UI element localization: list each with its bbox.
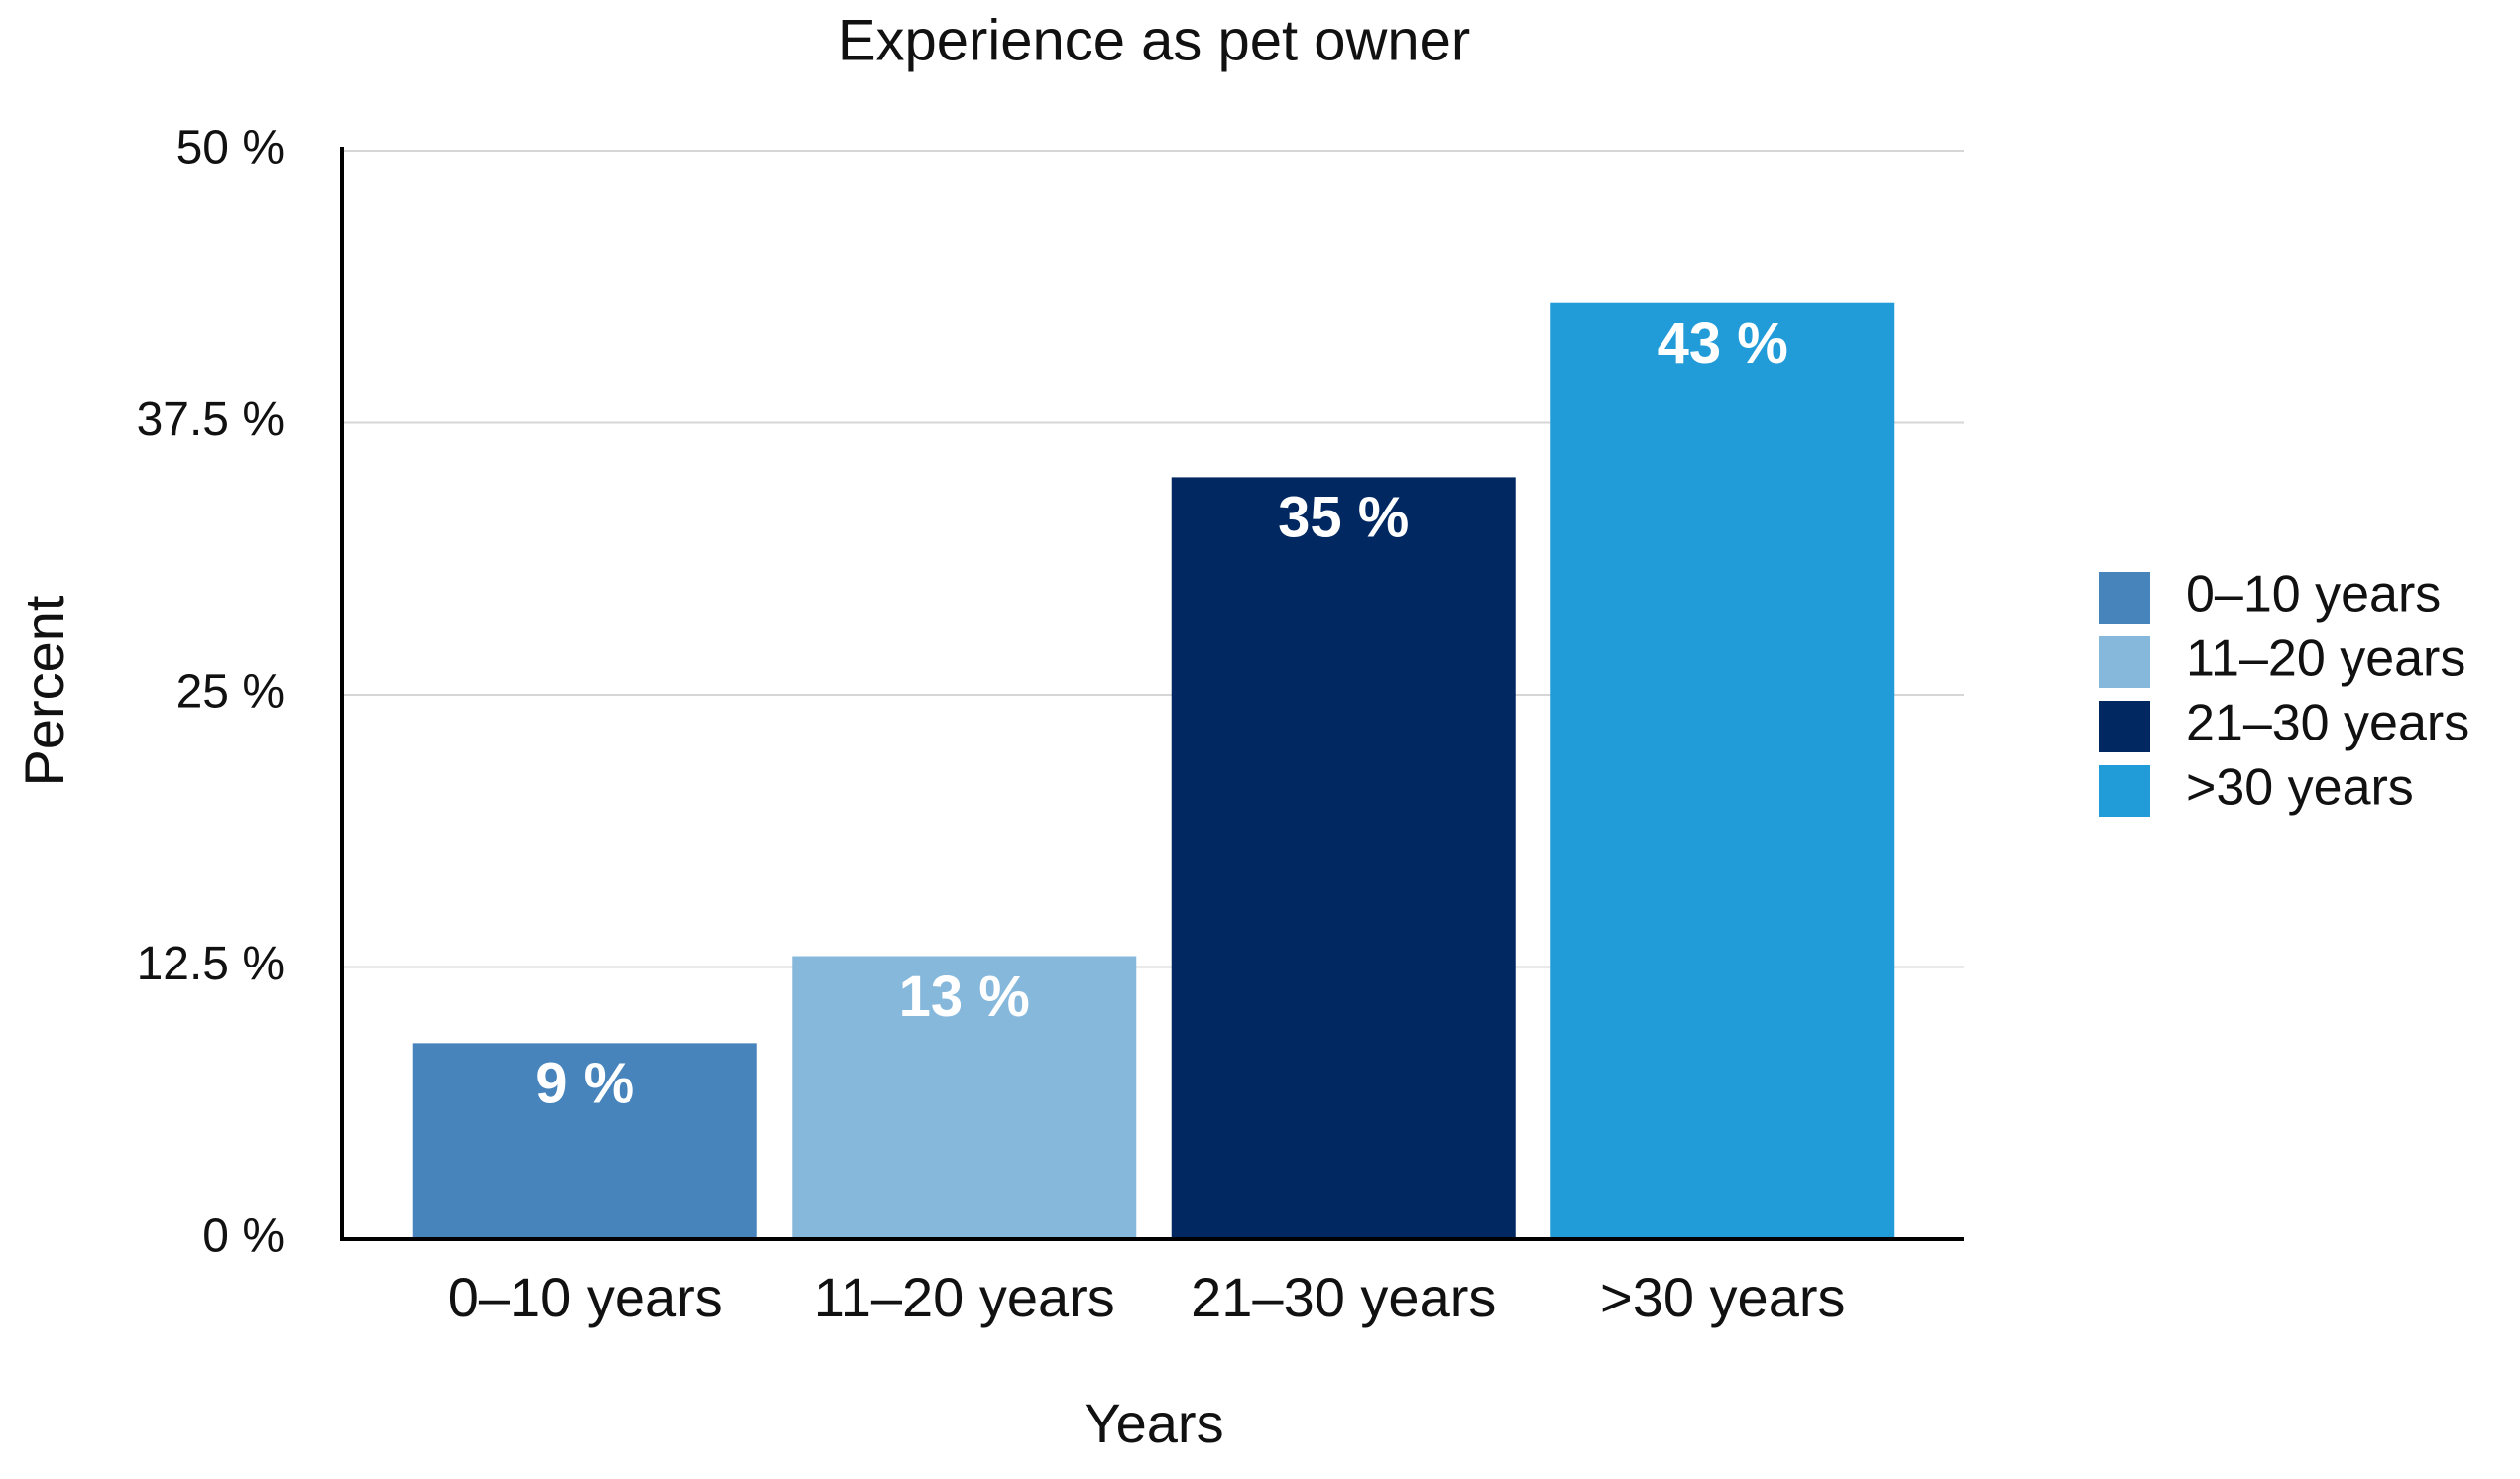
chart-title: Experience as pet owner: [838, 8, 1470, 72]
y-tick-label: 12.5 %: [137, 938, 285, 990]
legend-label: 21–30 years: [2186, 695, 2469, 752]
y-tick-label: 50 %: [176, 122, 285, 174]
legend-swatch: [2099, 701, 2150, 752]
x-tick-label: >30 years: [1600, 1266, 1846, 1328]
legend-label: >30 years: [2186, 759, 2414, 817]
legend-label: 11–20 years: [2186, 630, 2465, 688]
bar: [412, 1043, 757, 1239]
y-tick-label: 0 %: [202, 1210, 285, 1263]
x-tick-label: 21–30 years: [1191, 1266, 1496, 1328]
bar: [792, 956, 1137, 1239]
y-tick-label: 37.5 %: [137, 394, 285, 446]
bar: [1550, 302, 1895, 1240]
legend-swatch: [2099, 636, 2150, 688]
y-axis-label: Percent: [13, 595, 75, 786]
x-axis-label: Years: [1084, 1392, 1223, 1454]
x-tick-label: 0–10 years: [448, 1266, 723, 1328]
value-label: 9 %: [535, 1052, 634, 1116]
legend-label: 0–10 years: [2186, 566, 2441, 624]
x-tick-label: 11–20 years: [814, 1266, 1115, 1328]
legend-swatch: [2099, 765, 2150, 817]
value-label: 13 %: [899, 965, 1030, 1029]
legend-swatch: [2099, 572, 2150, 624]
value-label: 43 %: [1658, 311, 1788, 376]
bar: [1171, 477, 1516, 1239]
value-label: 35 %: [1278, 486, 1409, 550]
y-tick-label: 25 %: [176, 666, 285, 719]
